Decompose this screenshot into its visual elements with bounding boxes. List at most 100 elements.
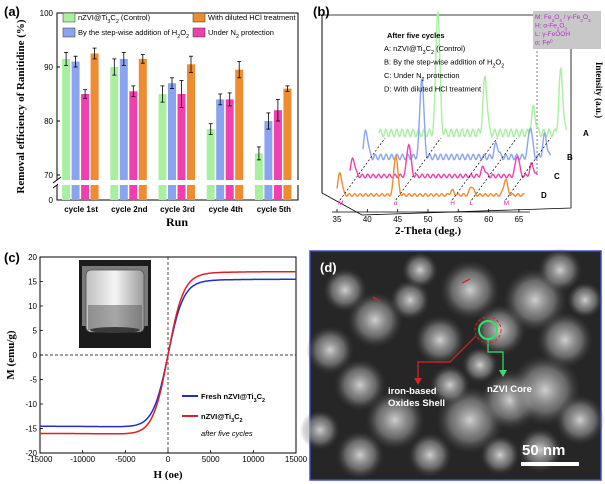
panel-c: (c) -15000 -10000 -5000 0 5000 10000 15000-20-…	[4, 250, 308, 481]
mh-curve	[40, 271, 296, 435]
shell-arrow-1	[372, 296, 381, 302]
legend-swatch	[62, 27, 76, 38]
shell-label-line1: iron-based	[388, 386, 437, 397]
bar	[81, 94, 90, 200]
particle	[462, 347, 498, 383]
phase-key-box	[533, 11, 601, 49]
legend-entry-part: 2	[431, 50, 434, 56]
legend-label-part: (Control)	[119, 13, 151, 22]
peak-label: α	[394, 200, 398, 207]
legend-label-part: C	[234, 412, 240, 421]
phase-key-entry-part: 3	[564, 26, 567, 31]
bar	[62, 58, 71, 201]
peak-label: L	[470, 200, 474, 207]
x-tick-label: cycle 5th	[257, 205, 291, 214]
particle	[306, 326, 354, 374]
particle	[440, 260, 500, 320]
peak-guide-line	[395, 137, 442, 201]
bar	[283, 88, 292, 200]
legend-entry-part: 3	[423, 50, 426, 56]
particle	[555, 395, 605, 445]
peak-guide-line	[451, 137, 498, 201]
bar	[216, 99, 225, 200]
core-pointer-arrow	[499, 370, 507, 377]
legend-label: nZVI@Ti3C2 (Control)	[78, 13, 151, 25]
y-tick-label: 100	[40, 9, 54, 18]
particle	[300, 410, 340, 450]
vial-photo-inset	[79, 260, 151, 348]
particle	[408, 433, 452, 477]
phase-key-entry-part: 2	[557, 26, 560, 31]
panel-b-label: (b)	[313, 4, 330, 19]
y-axis-title: M (emu/g)	[5, 330, 17, 380]
phase-key-entry: α: Fe0	[535, 38, 553, 47]
phase-key-entry-part: O	[583, 14, 588, 21]
legend-entry-part: 2	[492, 64, 495, 70]
xrd-series-line	[336, 153, 525, 198]
shell-pointer-line	[417, 335, 477, 380]
bar	[177, 94, 186, 200]
legend-label: Fresh nZVI@Ti3C2	[201, 392, 265, 404]
legend-swatch	[192, 27, 206, 38]
magnetization-chart-plot: -15000 -10000 -5000 0 5000 10000 15000 -20 -15 -1…	[5, 253, 308, 481]
bar	[206, 129, 215, 200]
panel-d-tem-image: (d) iron-based Oxides Shell nZVI Core 50…	[300, 248, 605, 481]
phase-key-entry-part: α: Fe	[535, 40, 550, 47]
legend-label-part: Fresh nZVI@Ti	[201, 392, 254, 401]
panel-a: (a) 0 70 80 90 100 Run Removal efficiency of R…	[4, 4, 302, 229]
bar	[138, 58, 147, 201]
bar	[90, 53, 99, 200]
legend-entry-part: C: Under N	[384, 71, 422, 80]
scale-bar	[521, 462, 579, 466]
particle	[518, 428, 562, 472]
legend-label-part: 2	[236, 34, 239, 40]
panel-b: (b) 35 40 45 50 55 60 652-Theta (deg.)Intensit…	[313, 4, 604, 237]
legend-label: By the step-wise addition of H2O2	[78, 28, 189, 40]
x-tick-label: cycle 1st	[64, 205, 98, 214]
y-axis-title: Removal efficiency of Ranitidine (%)	[15, 19, 27, 193]
legend-label-part: protection	[239, 28, 274, 37]
x-axis-title: 2-Theta (deg.)	[395, 225, 461, 237]
legend-label-part: 2	[240, 418, 243, 424]
bar	[235, 69, 244, 200]
legend-label-part: C	[110, 13, 116, 22]
legend-label-part: 2	[186, 34, 189, 40]
x-tick-label: 15000	[285, 455, 308, 464]
legend-label-part: nZVI@Ti	[78, 13, 108, 22]
x-axis-title: H (oe)	[153, 469, 182, 481]
legend-entry-part: protection	[425, 71, 460, 80]
xrd-series-line	[349, 143, 539, 179]
particle	[415, 315, 465, 365]
bar	[110, 67, 119, 200]
phase-key-entry-part: 3	[552, 18, 555, 23]
legend-entry-part: C	[426, 44, 432, 53]
bar	[273, 110, 282, 200]
particle	[537, 312, 593, 368]
x-tick-label: 60	[484, 215, 493, 224]
phase-key-entry-part: 4	[559, 18, 562, 23]
legend-label-part: 3	[231, 418, 234, 424]
panel-c-label: (c)	[4, 250, 20, 265]
shell-pointer-arrow	[414, 378, 422, 385]
core-label: nZVI Core	[487, 384, 532, 395]
series-letter: C	[554, 172, 560, 181]
x-tick-label: -5000	[115, 455, 136, 464]
legend-label: With diluted HCl treatment	[208, 13, 296, 22]
phase-key-entry-part: H: α-Fe	[535, 23, 557, 30]
legend-label-part: 3	[107, 19, 110, 25]
shell-label-line2: Oxides Shell	[388, 398, 445, 409]
x-tick-label: 50	[424, 215, 433, 224]
legend-swatch	[192, 12, 206, 23]
legend-label-part: C	[257, 392, 263, 401]
legend-swatch	[62, 12, 76, 23]
x-tick-label: 5000	[202, 455, 220, 464]
particle	[347, 292, 403, 348]
peak-label: M	[504, 200, 509, 207]
legend-entry: A: nZVI@Ti3C2 (Control)	[384, 44, 466, 56]
peak-guide-line	[339, 137, 386, 201]
particle	[334, 359, 386, 411]
peak-label: H	[450, 200, 455, 207]
x-tick-label: 10000	[242, 455, 265, 464]
legend-entry: B: By the step-wise addition of H2O2	[384, 58, 504, 70]
